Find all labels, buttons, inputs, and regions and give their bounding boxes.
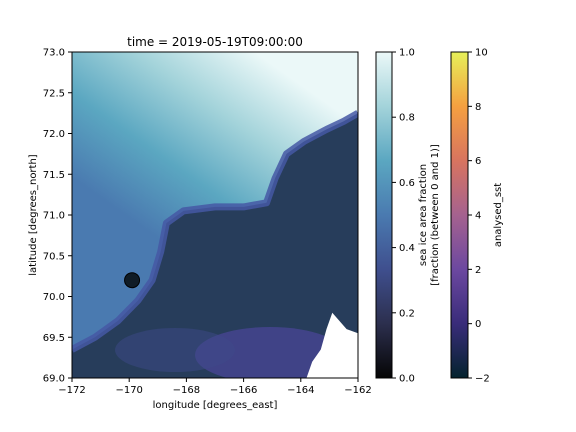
colorbar-tick-label: 6 bbox=[475, 156, 481, 167]
y-tick-label: 69.0 bbox=[43, 374, 65, 385]
y-tick-label: 73.0 bbox=[43, 48, 65, 59]
colorbar-tick-label: 4 bbox=[475, 211, 481, 222]
land-region bbox=[306, 312, 358, 378]
x-tick-label: −168 bbox=[173, 385, 200, 396]
x-tick-label: −162 bbox=[344, 385, 371, 396]
warm-water-patch bbox=[195, 327, 345, 378]
sst-colorbar-fill bbox=[450, 51, 469, 379]
y-tick-label: 72.0 bbox=[43, 129, 65, 140]
x-tick-label: −170 bbox=[115, 385, 142, 396]
colorbar-tick-label: 0.0 bbox=[399, 374, 415, 385]
y-tick-label: 70.5 bbox=[43, 251, 65, 262]
ice-colorbar-fill bbox=[375, 51, 393, 379]
y-axis-label: latitude [degrees_north] bbox=[28, 154, 39, 276]
location-marker bbox=[124, 272, 141, 289]
sst-colorbar-ticks: −2 0 2 4 6 8 10 bbox=[468, 48, 490, 385]
sst-region bbox=[72, 113, 358, 378]
y-tick-label: 70.0 bbox=[43, 292, 65, 303]
ice-edge-band bbox=[72, 110, 358, 353]
colorbar-tick-label: 2 bbox=[475, 265, 481, 276]
y-tick-label: 71.5 bbox=[43, 170, 65, 181]
colorbar-tick-label: 8 bbox=[475, 102, 481, 113]
y-axis: 69.0 69.5 70.0 70.5 71.0 71.5 72.0 72.5 73.0 bbox=[43, 48, 72, 385]
ice-colorbar: 0.0 0.2 0.4 0.6 0.8 1.0 sea ice area fraction… bbox=[375, 48, 441, 385]
ice-colorbar-ticks: 0.0 0.2 0.4 0.6 0.8 1.0 bbox=[392, 48, 415, 385]
cool-water-patch bbox=[115, 328, 235, 372]
y-tick-label: 71.0 bbox=[43, 211, 65, 222]
x-tick-label: −164 bbox=[287, 385, 314, 396]
colorbar-tick-label: −2 bbox=[475, 374, 490, 385]
x-tick-label: −166 bbox=[230, 385, 257, 396]
sst-colorbar-label: analysed_sst bbox=[493, 183, 504, 247]
sst-colorbar: −2 0 2 4 6 8 10 analysed_sst bbox=[450, 48, 504, 385]
colorbar-tick-label: 0.4 bbox=[399, 243, 415, 254]
colorbar-tick-label: 0.8 bbox=[399, 113, 415, 124]
colorbar-tick-label: 1.0 bbox=[399, 48, 415, 59]
chart-title: time = 2019-05-19T09:00:00 bbox=[127, 35, 303, 49]
x-tick-label: −172 bbox=[58, 385, 85, 396]
x-axis: −172 −170 −168 −166 −164 −162 bbox=[58, 378, 372, 396]
y-tick-label: 69.5 bbox=[43, 333, 65, 344]
colorbar-tick-label: 0 bbox=[475, 319, 481, 330]
map-plot bbox=[72, 52, 358, 378]
y-tick-label: 72.5 bbox=[43, 88, 65, 99]
ice-colorbar-label-line2: [fraction (between 0 and 1)] bbox=[430, 144, 441, 286]
x-axis-label: longitude [degrees_east] bbox=[153, 400, 278, 411]
colorbar-tick-label: 10 bbox=[475, 48, 488, 59]
colorbar-tick-label: 0.2 bbox=[399, 308, 415, 319]
ice-colorbar-label-line1: sea ice area fraction bbox=[418, 164, 429, 266]
colorbar-tick-label: 0.6 bbox=[399, 178, 415, 189]
